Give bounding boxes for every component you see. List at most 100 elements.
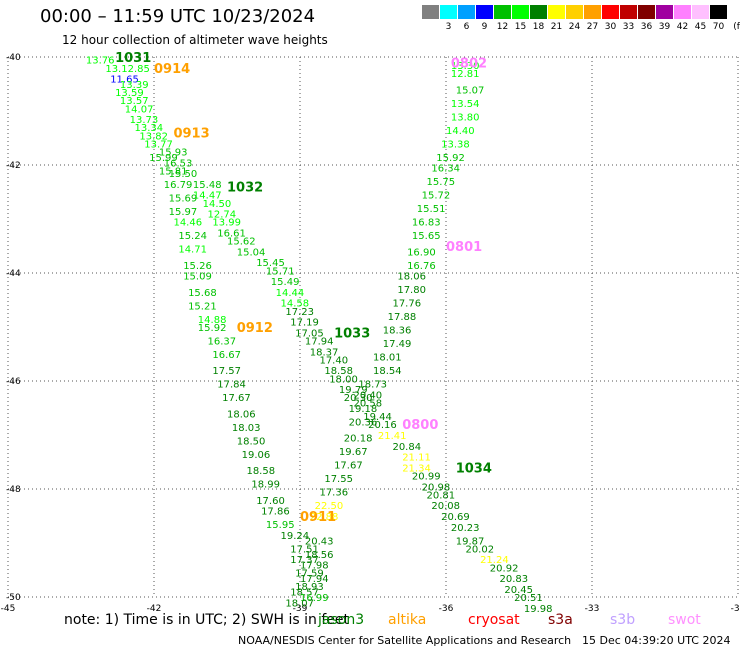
wave-height-point: 20.43	[305, 536, 334, 547]
wave-height-point: 20.98	[422, 482, 451, 493]
wave-height-point: 16.34	[431, 164, 460, 175]
wave-height-point: 19.44	[363, 412, 392, 423]
wave-height-point: 15.69	[169, 193, 198, 204]
legend-swatch	[710, 5, 727, 19]
wave-height-point: 20.58	[354, 399, 383, 410]
wave-height-point: 17.67	[222, 393, 251, 404]
wave-height-point: 13.59	[115, 88, 144, 99]
wave-height-point: 15.95	[266, 520, 295, 531]
wave-height-point: 18.37	[310, 347, 339, 358]
wave-height-point: 21.24	[480, 555, 509, 566]
wave-height-point: 13.99	[212, 218, 241, 229]
pass-label: 0914	[154, 62, 190, 77]
pass-label: 1031	[115, 51, 151, 66]
legend-label: 45	[694, 22, 707, 32]
wave-height-point: 18.06	[227, 409, 256, 420]
legend-swatch	[692, 5, 709, 19]
satellite-s3a: s3a	[548, 612, 573, 628]
wave-height-point: 15.04	[237, 247, 266, 258]
wave-height-point: 16.53	[164, 158, 193, 169]
pass-label: 1034	[456, 461, 492, 476]
wave-height-point: 12.74	[208, 210, 237, 221]
wave-height-point: 16.76	[407, 261, 436, 272]
wave-height-point: 16.79	[164, 180, 193, 191]
wave-height-point: 20.45	[504, 585, 533, 596]
wave-height-point: 15.49	[271, 277, 300, 288]
legend-swatch	[476, 5, 493, 19]
wave-height-point: 17.57	[212, 366, 241, 377]
legend-label: 9	[481, 22, 488, 32]
legend-swatch	[620, 5, 637, 19]
plot-grid	[7, 56, 739, 598]
legend-swatch	[674, 5, 691, 19]
wave-height-point: 16.61	[217, 229, 246, 240]
legend-swatch	[656, 5, 673, 19]
wave-height-point: 20.18	[344, 434, 373, 445]
wave-height-point: 17.59	[295, 569, 324, 580]
y-tick-label: -40	[6, 53, 21, 63]
wave-height-point: 13.54	[451, 99, 480, 110]
wave-height-point: 20.84	[392, 442, 421, 453]
legend-label: 18	[532, 22, 545, 32]
wave-height-point: 13.38	[441, 139, 470, 150]
legend-swatch	[602, 5, 619, 19]
wave-height-point: 13.80	[451, 112, 480, 123]
wave-height-point: 13.30	[451, 61, 480, 72]
legend-label: 30	[604, 22, 617, 32]
wave-height-point: 15.07	[456, 85, 485, 96]
wave-height-point: 18.93	[295, 582, 324, 593]
wave-height-point: 15.50	[169, 169, 198, 180]
legend-swatch	[566, 5, 583, 19]
wave-height-point: 15.97	[169, 207, 198, 218]
wave-height-point: 14.50	[203, 199, 232, 210]
wave-height-point: 19.06	[242, 450, 271, 461]
wave-height-point: 17.84	[217, 380, 246, 391]
wave-height-point: 17.23	[285, 307, 314, 318]
wave-height-point: 17.94	[300, 574, 329, 585]
wave-height-point: 20.69	[441, 512, 470, 523]
wave-height-point: 14.58	[281, 299, 310, 310]
legend-label: 3	[445, 22, 452, 32]
wave-height-point: 16.37	[208, 337, 237, 348]
wave-height-point: 15.99	[149, 153, 178, 164]
pass-label: 0802	[451, 56, 487, 71]
satellite-s3b: s3b	[610, 612, 636, 628]
wave-height-point: 15.21	[188, 301, 217, 312]
legend-label: 36	[640, 22, 653, 32]
wave-height-point: 21.11	[402, 453, 431, 464]
legend-swatch	[440, 5, 457, 19]
wave-height-point: 15.51	[417, 204, 446, 215]
wave-height-point: 18.58	[324, 366, 353, 377]
wave-height-point: 18.50	[237, 436, 266, 447]
legend-label: 21	[550, 22, 563, 32]
legend-label: 27	[586, 22, 599, 32]
wave-height-point: 17.49	[383, 339, 412, 350]
wave-height-point: 13.77	[144, 139, 173, 150]
wave-height-point: 16.99	[300, 593, 329, 604]
wave-height-point: 15.45	[256, 258, 285, 269]
legend-swatch	[638, 5, 655, 19]
wave-height-point: 16.90	[407, 247, 436, 258]
legend-label: 39	[658, 22, 671, 32]
legend-label: 24	[568, 22, 581, 32]
y-tick-label: -42	[6, 161, 21, 171]
wave-height-point: 19.79	[339, 385, 368, 396]
wave-height-point: 13.39	[120, 80, 149, 91]
wave-height-point: 15.81	[159, 166, 188, 177]
satellite-swot: swot	[668, 612, 701, 628]
wave-height-point: 17.88	[388, 312, 417, 323]
legend-swatch	[458, 5, 475, 19]
legend-swatch	[422, 5, 439, 19]
wave-height-point: 18.73	[358, 380, 387, 391]
wave-height-point: 17.40	[319, 355, 348, 366]
wave-height-point: 17.05	[295, 328, 324, 339]
wave-height-point: 19.18	[349, 404, 378, 415]
legend-swatch	[512, 5, 529, 19]
legend-label: 42	[676, 22, 689, 32]
wave-height-point: 16.67	[212, 350, 241, 361]
wave-height-point: 21.34	[402, 463, 431, 474]
pass-label: 1033	[334, 326, 370, 341]
y-tick-label: -46	[6, 377, 21, 387]
